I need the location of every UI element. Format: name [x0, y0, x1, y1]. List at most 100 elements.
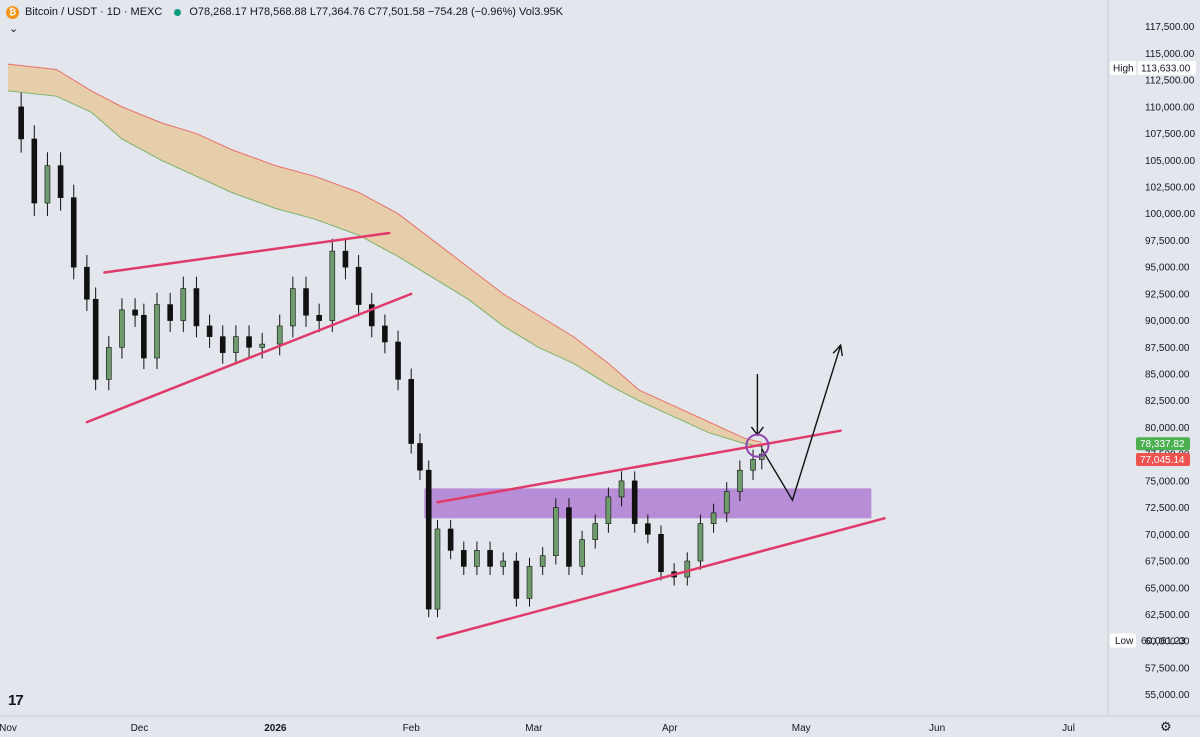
y-tick-label: 100,000.00	[1145, 209, 1195, 220]
y-tick-label: 97,500.00	[1145, 236, 1190, 247]
low-value: 60,061.23	[1141, 636, 1186, 647]
candle	[697, 523, 704, 562]
candle	[167, 304, 173, 321]
x-tick-label: Mar	[525, 723, 543, 734]
y-tick-label: 72,500.00	[1145, 503, 1190, 514]
price-badge-red	[1136, 453, 1190, 467]
y-tick-label: 112,500.00	[1145, 76, 1195, 87]
x-tick-label: May	[792, 723, 811, 734]
market-status-icon	[174, 8, 182, 16]
candle	[417, 443, 423, 471]
candle	[259, 343, 265, 348]
y-tick-label: 105,000.00	[1145, 156, 1195, 167]
trendline-3[interactable]	[436, 429, 842, 504]
y-tick-label: 92,500.00	[1145, 289, 1190, 300]
candle	[219, 336, 226, 353]
y-tick-label: 85,000.00	[1145, 370, 1190, 381]
cloud-lower-line	[7, 90, 762, 448]
candle	[246, 336, 252, 348]
y-tick-label: 57,500.00	[1145, 663, 1190, 674]
y-tick-label: 117,500.00	[1145, 22, 1195, 33]
price-badge-text: 77,045.14	[1140, 455, 1185, 466]
candle	[474, 550, 480, 567]
high-label: High	[1113, 64, 1134, 75]
candle	[303, 288, 309, 316]
candle	[592, 523, 599, 540]
candle	[658, 534, 664, 573]
high-value-box	[1138, 61, 1196, 76]
trendline-4[interactable]	[436, 517, 886, 640]
candle	[141, 314, 147, 359]
x-tick-label: Nov	[0, 723, 17, 734]
symbol-legend[interactable]: ₿ Bitcoin / USDT · 1D · MEXC O78,268.17 …	[6, 4, 563, 20]
candle	[342, 250, 349, 268]
candle	[18, 106, 24, 140]
price-badge-green	[1136, 437, 1190, 451]
candle	[382, 325, 388, 343]
projection-path[interactable]	[761, 344, 842, 502]
symbol-title[interactable]: Bitcoin / USDT · 1D · MEXC	[25, 6, 163, 18]
candle	[539, 555, 546, 567]
candle	[579, 539, 585, 567]
trendline-2[interactable]	[85, 292, 413, 424]
y-tick-label: 102,500.00	[1145, 183, 1195, 194]
y-tick-label: 107,500.00	[1145, 129, 1195, 140]
cloud-band	[8, 64, 762, 447]
candle	[684, 560, 691, 578]
y-tick-label: 70,000.00	[1145, 530, 1190, 541]
chevron-down-icon[interactable]: ⌄	[9, 23, 19, 35]
candle	[206, 325, 213, 337]
cloud-upper-line	[7, 63, 762, 443]
candle	[605, 496, 612, 524]
candle	[119, 309, 125, 348]
y-tick-label: 95,000.00	[1145, 263, 1190, 274]
ohlc-values: O78,268.17 H78,568.88 L77,364.76 C77,501…	[189, 6, 564, 18]
candle	[193, 288, 200, 327]
candle	[276, 325, 283, 345]
candle	[92, 298, 99, 380]
candle	[500, 560, 507, 567]
support-zone[interactable]	[424, 488, 872, 519]
candle	[710, 512, 717, 524]
x-tick-label: 2026	[264, 723, 287, 734]
y-tick-label: 82,500.00	[1145, 396, 1190, 407]
candle	[180, 288, 187, 321]
y-tick-label: 62,500.00	[1145, 610, 1190, 621]
y-tick-label: 65,000.00	[1145, 583, 1190, 594]
candle	[460, 550, 467, 567]
candle	[31, 138, 38, 204]
high-label-box	[1110, 61, 1136, 76]
candle	[645, 523, 651, 535]
candle	[290, 288, 296, 327]
y-tick-label: 55,000.00	[1145, 690, 1190, 701]
y-tick-label: 110,000.00	[1145, 102, 1195, 113]
candle	[355, 266, 362, 305]
x-tick-label: Feb	[403, 723, 421, 734]
candle	[737, 469, 743, 492]
candle	[408, 379, 414, 444]
candle	[105, 347, 112, 380]
candle	[70, 197, 77, 268]
low-label: Low	[1115, 636, 1134, 647]
candle	[57, 165, 64, 199]
y-tick-label: 60,000.00	[1145, 637, 1190, 648]
y-tick-label: 80,000.00	[1145, 423, 1190, 434]
candle	[566, 507, 572, 567]
gear-icon[interactable]: ⚙	[1160, 719, 1172, 734]
candle	[329, 250, 336, 321]
candle	[447, 528, 454, 551]
price-badge-text: 78,337.82	[1140, 439, 1185, 450]
trendline-1[interactable]	[103, 231, 391, 274]
candle	[233, 336, 239, 353]
bitcoin-icon: ₿	[6, 5, 19, 19]
x-tick-label: Apr	[662, 723, 678, 734]
candle	[750, 459, 756, 471]
highlight-circle[interactable]	[745, 433, 770, 458]
candle	[723, 491, 730, 514]
x-tick-label: Jul	[1062, 723, 1075, 734]
candle	[631, 480, 638, 524]
x-tick-label: Dec	[131, 723, 149, 734]
candle	[513, 560, 520, 599]
candle	[487, 550, 493, 567]
